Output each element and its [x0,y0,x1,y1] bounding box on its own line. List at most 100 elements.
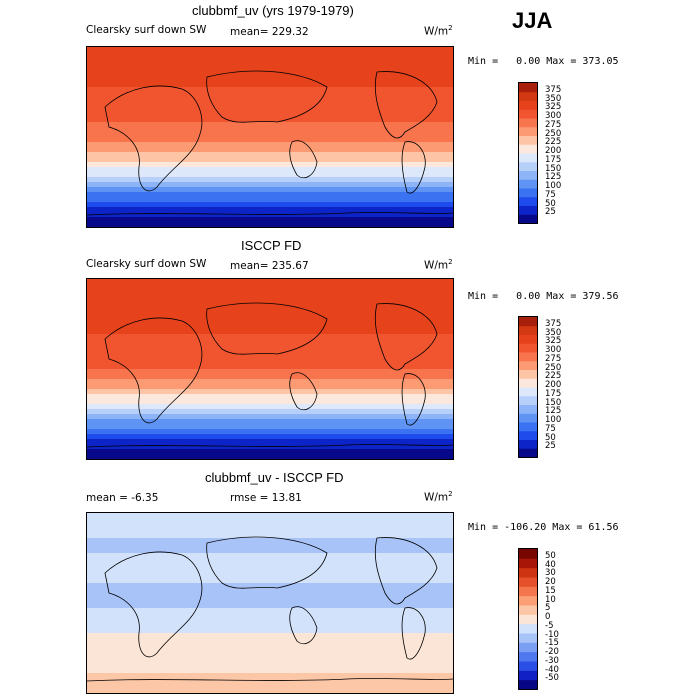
panel-1-minmax: Min = 0.00 Max = 373.05 [468,56,619,67]
panel-3-minmax: Min = -106.20 Max = 61.56 [468,522,619,533]
field-band [87,518,453,524]
field-band [87,523,453,529]
field-band [87,538,453,544]
panel-3-colorbar [518,548,538,690]
colorbar-tick-label: -5 [545,620,554,631]
field-band [87,102,453,108]
field-band [87,172,453,178]
field-band [87,339,453,345]
field-band [87,182,453,188]
field-band [87,97,453,103]
colorbar-swatch [519,430,537,440]
colorbar-tick-label: 5 [545,603,551,614]
field-band [87,444,453,450]
panel-1-field [87,47,453,227]
field-band [87,359,453,365]
colorbar-swatch [519,387,537,397]
panel-1-variable-label: Clearsky surf down SW [86,24,207,36]
colorbar-tick-label: 375 [545,84,562,95]
field-band [87,152,453,158]
coastline [401,373,426,426]
field-band [87,82,453,88]
colorbar-tick-label: 250 [545,128,562,139]
coastline [206,536,328,589]
colorbar-swatch [519,161,537,171]
colorbar-tick-label: 50 [545,198,556,209]
field-band [87,147,453,153]
field-band [87,608,453,614]
field-band [87,638,453,644]
colorbar-tick-label: 300 [545,345,562,355]
colorbar-swatch [519,623,537,634]
coastline [87,212,453,216]
colorbar-swatch [519,109,537,119]
colorbar-swatch [519,179,537,189]
colorbar-tick-label: -20 [545,647,559,657]
panel-1-mean: mean= 229.32 [230,26,309,38]
colorbar-tick-label: 200 [545,146,562,156]
field-band [87,424,453,430]
colorbar-swatch [519,413,537,423]
colorbar-swatch [519,439,537,449]
coastline [206,70,328,123]
colorbar-swatch [519,196,537,206]
colorbar-tick-label: 15 [545,585,556,596]
field-band [87,543,453,549]
panel-2-minmax: Min = 0.00 Max = 379.56 [468,291,619,302]
colorbar-tick-label: -30 [545,655,559,666]
field-band [87,167,453,173]
colorbar-swatch [519,334,537,344]
field-band [87,162,453,168]
colorbar-tick-label: 50 [545,432,556,443]
colorbar-swatch [519,153,537,163]
colorbar-tick-label: 150 [545,397,562,408]
field-band [87,67,453,73]
colorbar-swatch [519,586,537,597]
colorbar-swatch [519,448,537,457]
coastline [87,678,453,682]
field-band [87,648,453,654]
field-band [87,354,453,360]
colorbar-swatch [519,83,537,93]
field-band [87,334,453,340]
season-label: JJA [512,8,553,33]
colorbar-tick-label: 250 [545,362,562,373]
colorbar-swatch [519,404,537,414]
colorbar-swatch [519,170,537,180]
field-band [87,658,453,664]
field-band [87,279,453,285]
field-band [87,319,453,325]
colorbar-tick-label: -50 [545,673,559,684]
field-band [87,157,453,163]
colorbar-tick-label: 175 [545,154,562,165]
field-band [87,284,453,290]
field-band [87,47,453,53]
colorbar-swatch [519,100,537,110]
field-band [87,434,453,440]
colorbar-tick-label: 75 [545,423,556,434]
panel-3-map [86,512,454,694]
field-band [87,52,453,58]
field-band [87,202,453,208]
colorbar-tick-label: 350 [545,93,562,104]
colorbar-tick-label: -10 [545,629,559,640]
field-band [87,553,453,559]
panel-3-title: clubbmf_uv - ISCCP FD [205,470,344,485]
field-band [87,563,453,569]
colorbar-tick-label: 275 [545,119,562,130]
colorbar-swatch [519,642,537,653]
field-band [87,92,453,98]
field-band [87,568,453,574]
panel-2-map [86,278,454,460]
colorbar-swatch [519,577,537,587]
colorbar-swatch [519,395,537,405]
field-band [87,117,453,123]
colorbar-tick-label: 40 [545,559,556,570]
coastline [87,444,453,448]
coastline [104,85,203,192]
field-band [87,122,453,128]
field-band [87,588,453,594]
field-band [87,618,453,624]
colorbar-swatch [519,369,537,379]
field-band [87,673,453,679]
